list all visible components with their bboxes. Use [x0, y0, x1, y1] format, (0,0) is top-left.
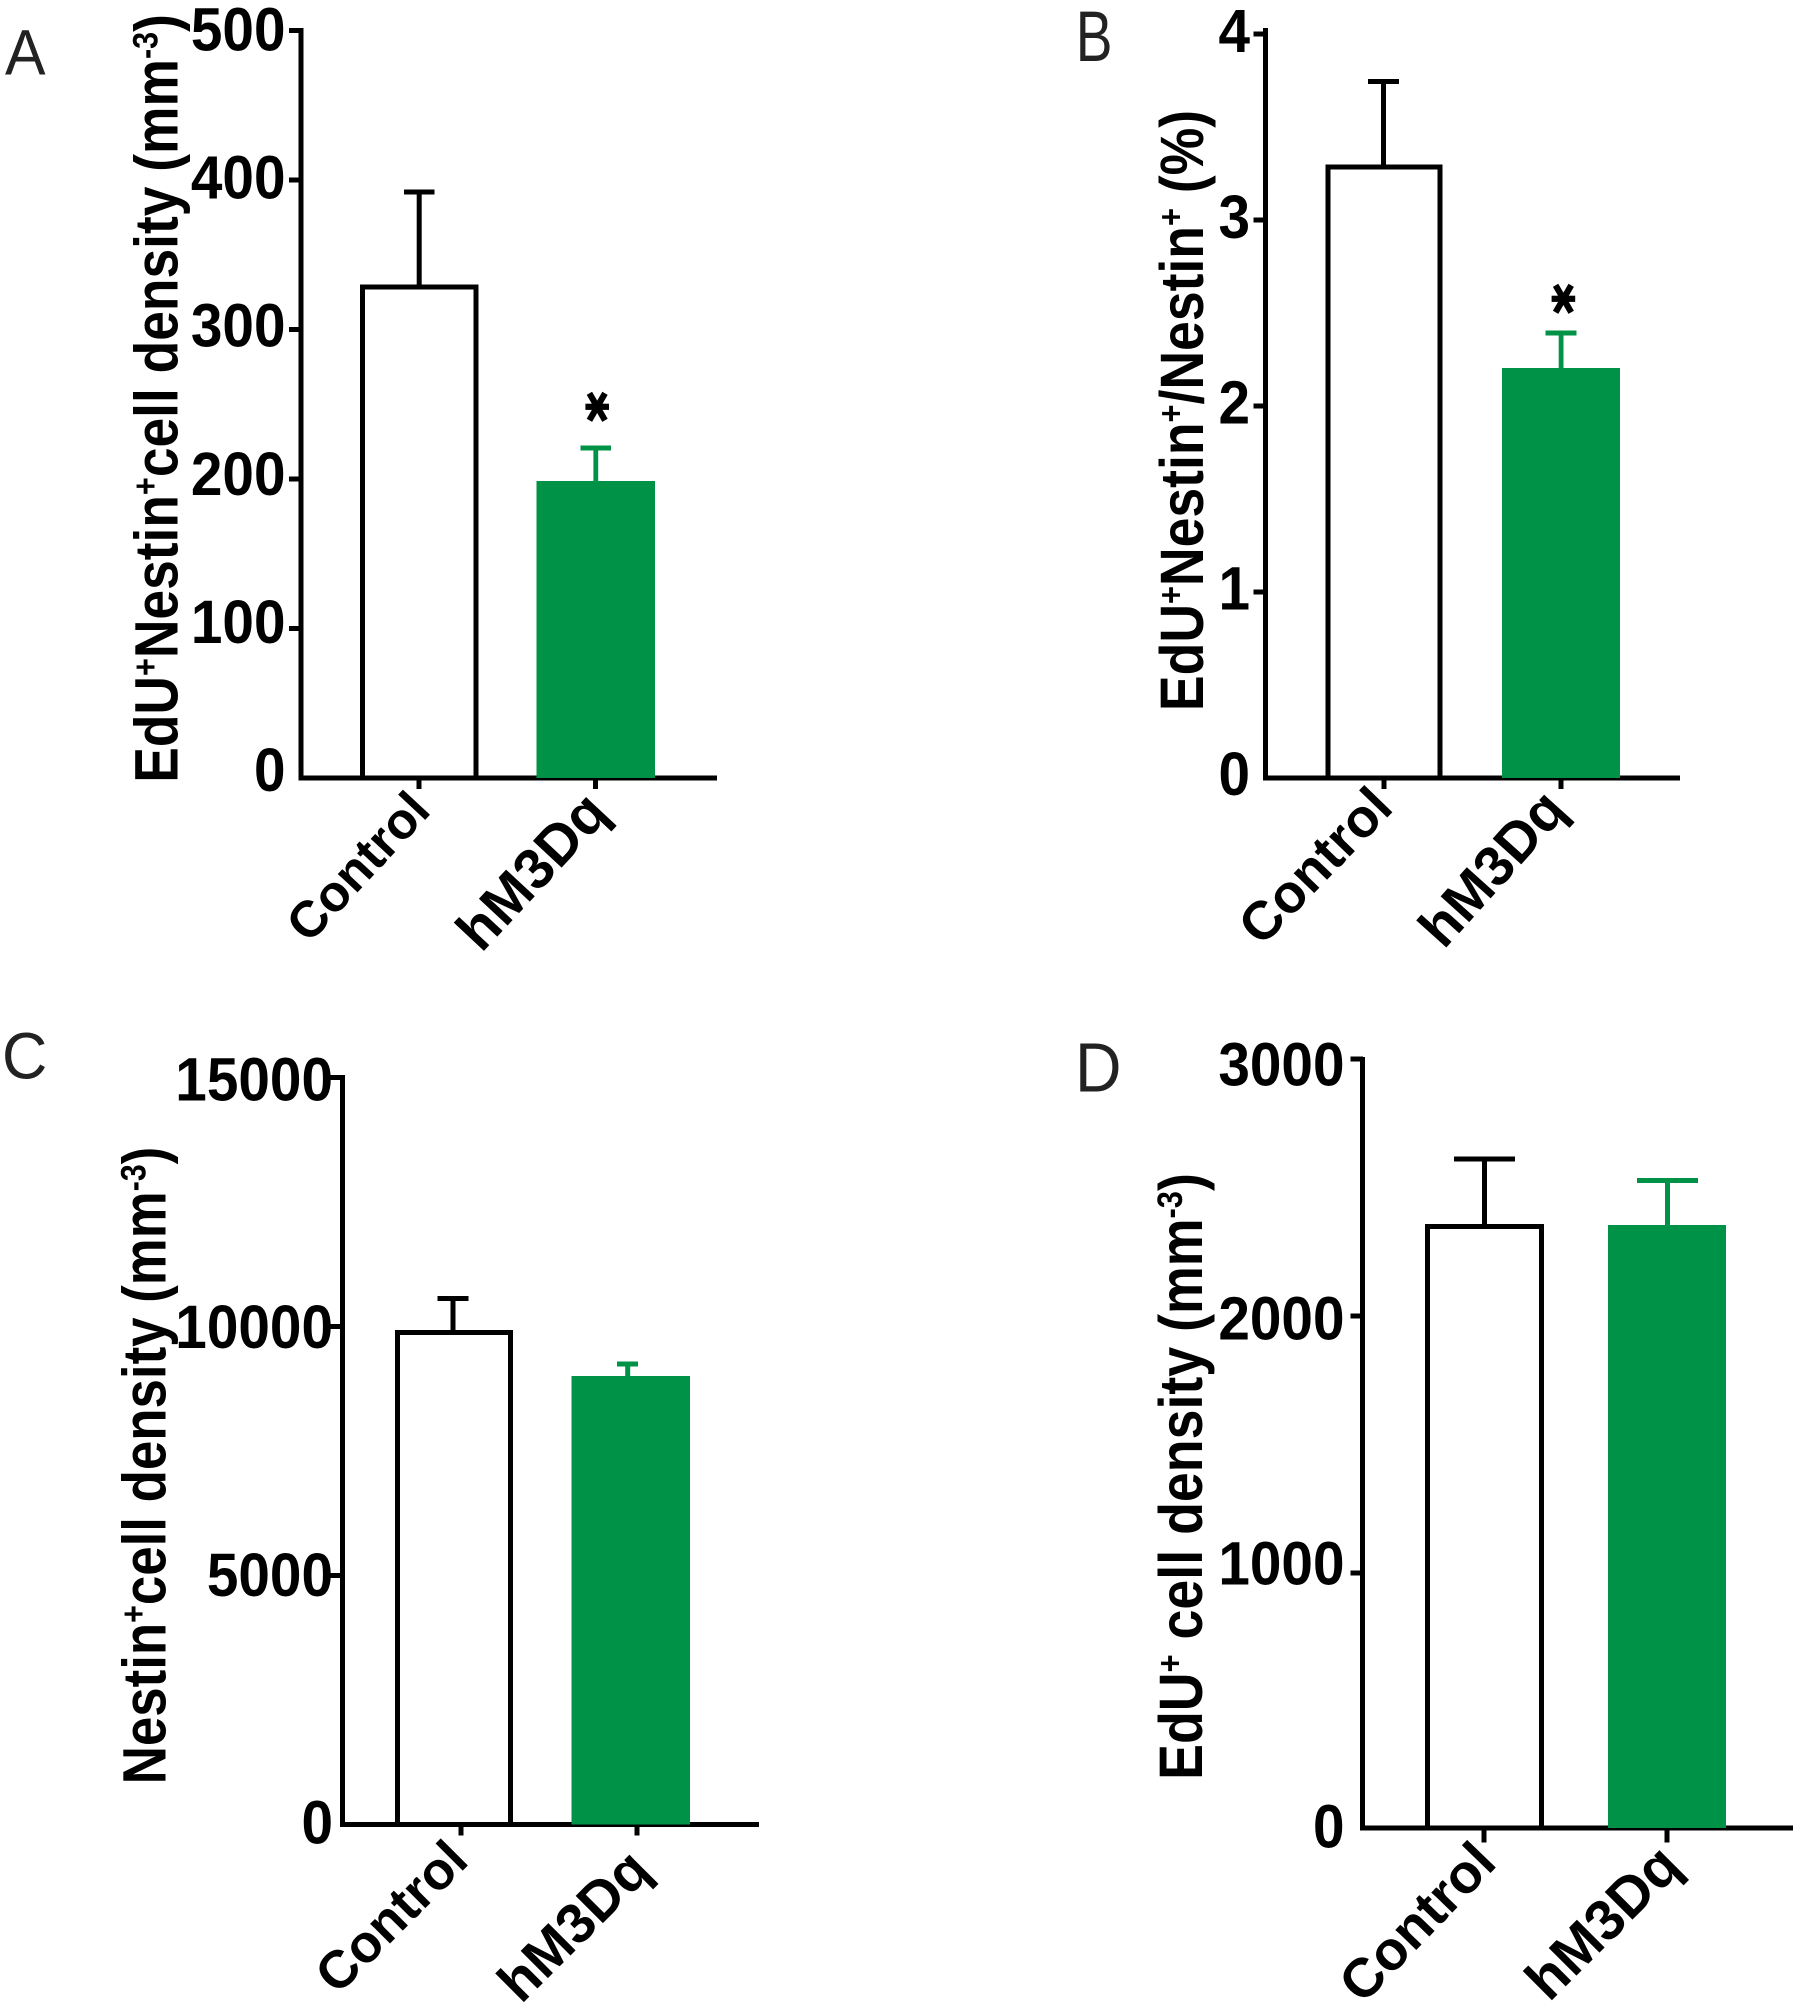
svg-text:3: 3 [1218, 184, 1250, 251]
svg-text:Nestin+cell density (mm-3): Nestin+cell density (mm-3) [111, 1147, 179, 1785]
svg-text:100: 100 [191, 589, 286, 656]
svg-text:5000: 5000 [207, 1542, 333, 1609]
svg-text:3000: 3000 [1218, 1032, 1344, 1099]
svg-text:EdU+Nestin+cell density (mm-3): EdU+Nestin+cell density (mm-3) [123, 14, 191, 783]
svg-text:15000: 15000 [175, 1047, 333, 1114]
svg-text:1: 1 [1218, 555, 1250, 622]
svg-text:0: 0 [1313, 1794, 1345, 1861]
svg-text:EdU+Nestin+/Nestin+ (%): EdU+Nestin+/Nestin+ (%) [1149, 110, 1217, 711]
svg-text:2000: 2000 [1218, 1286, 1344, 1353]
svg-text:400: 400 [191, 145, 286, 212]
svg-text:EdU+ cell density (mm-3): EdU+ cell density (mm-3) [1148, 1173, 1216, 1780]
svg-text:0: 0 [254, 737, 286, 804]
svg-text:500: 500 [191, 0, 286, 64]
svg-text:A: A [5, 17, 46, 89]
svg-text:0: 0 [301, 1790, 333, 1857]
svg-text:300: 300 [191, 293, 286, 360]
svg-text:2: 2 [1218, 370, 1250, 437]
svg-text:0: 0 [1218, 741, 1250, 808]
svg-text:C: C [2, 1019, 47, 1093]
svg-text:B: B [1076, 0, 1113, 77]
svg-text:1000: 1000 [1218, 1531, 1344, 1598]
svg-text:10000: 10000 [175, 1294, 333, 1361]
svg-text:4: 4 [1218, 0, 1250, 65]
svg-text:200: 200 [191, 441, 286, 508]
svg-text:D: D [1075, 1029, 1122, 1107]
